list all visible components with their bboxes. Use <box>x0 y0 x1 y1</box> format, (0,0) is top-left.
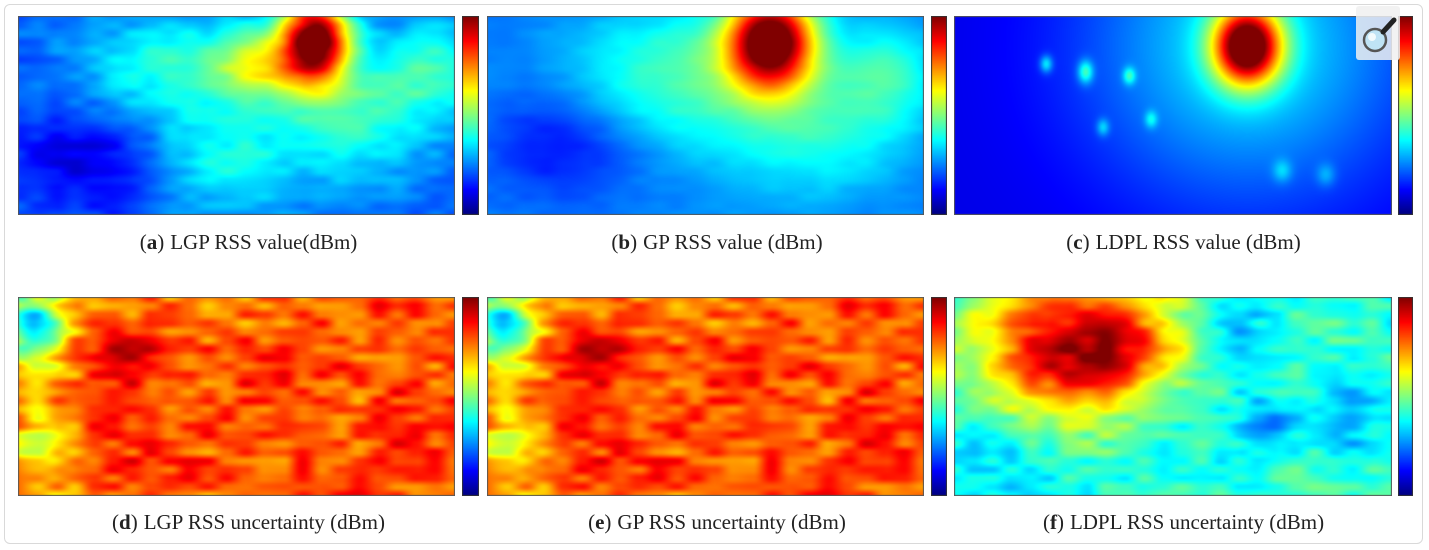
colorbar-b <box>931 16 947 215</box>
heatmap-d <box>18 297 455 496</box>
zoom-button[interactable] <box>1356 6 1400 60</box>
caption-c: (c) LDPL RSS value (dBm) <box>1066 230 1301 254</box>
heatmap-b <box>487 16 924 215</box>
colorbar-e <box>931 297 947 496</box>
caption-a: (a) LGP RSS value(dBm) <box>139 230 358 254</box>
heatmap-c <box>954 16 1392 215</box>
colorbar-a <box>462 16 479 215</box>
caption-b: (b) GP RSS value (dBm) <box>611 230 823 254</box>
heatmap-f <box>954 297 1392 496</box>
colorbar-d <box>462 297 479 496</box>
caption-e: (e) GP RSS uncertainty (dBm) <box>588 510 846 534</box>
colorbar-c <box>1398 16 1413 215</box>
colorbar-f <box>1398 297 1413 496</box>
magnifier-icon <box>1362 17 1397 53</box>
heatmap-e <box>487 297 924 496</box>
heatmap-a <box>18 16 455 215</box>
caption-d: (d) LGP RSS uncertainty (dBm) <box>112 510 385 534</box>
caption-f: (f) LDPL RSS uncertainty (dBm) <box>1042 510 1325 534</box>
